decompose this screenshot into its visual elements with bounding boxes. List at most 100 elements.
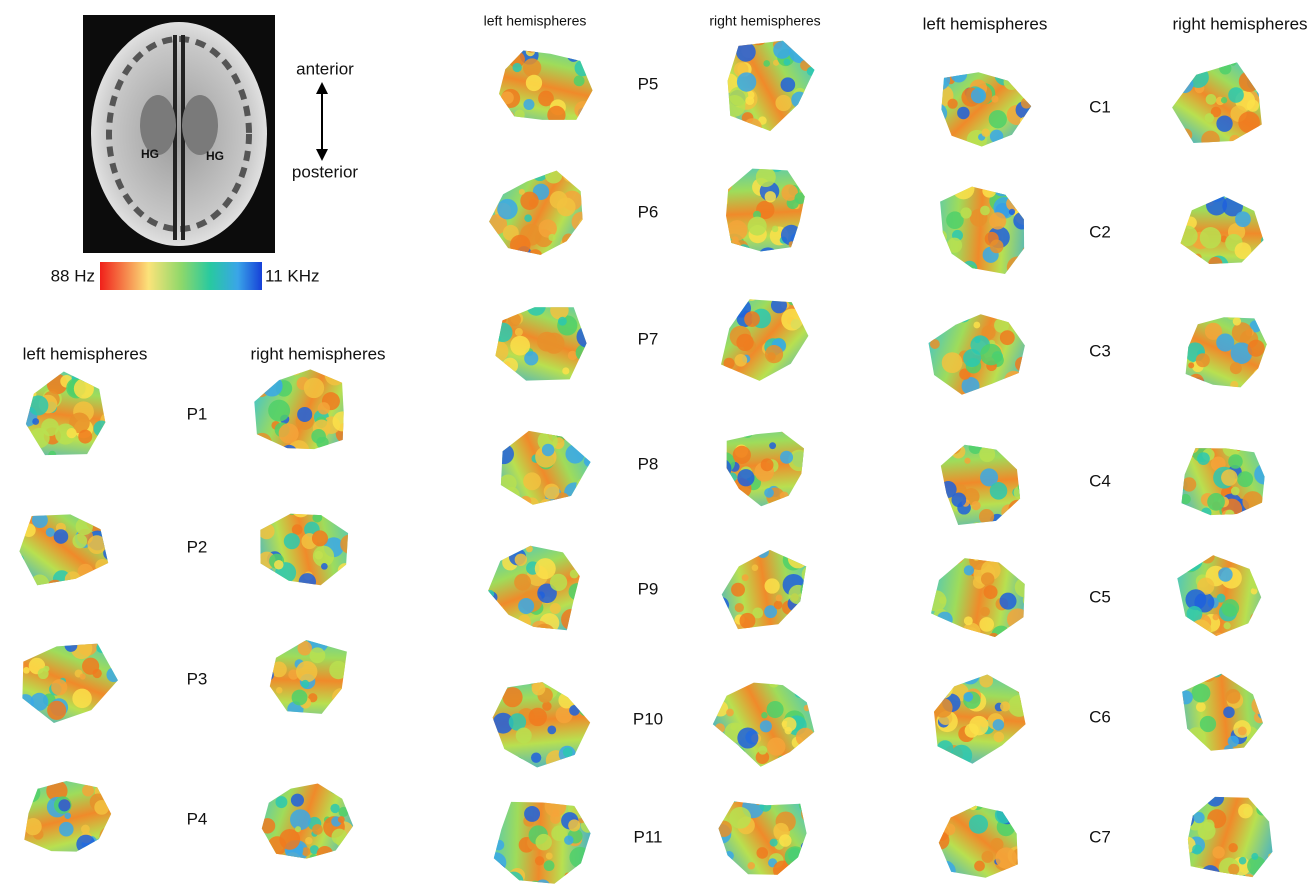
map-spot — [564, 835, 573, 844]
map-spot — [583, 129, 591, 137]
map-spot — [507, 155, 523, 171]
map-spot — [1251, 853, 1258, 860]
map-spot — [1266, 332, 1284, 350]
map-spot — [984, 392, 996, 404]
map-spot — [1212, 846, 1224, 858]
map-spot — [1213, 182, 1221, 190]
map-spot — [283, 454, 289, 460]
map-spot — [32, 512, 48, 528]
map-spot — [526, 153, 546, 173]
map-spot — [1013, 443, 1021, 451]
map-spot — [97, 575, 106, 584]
map-spot — [1007, 608, 1029, 630]
map-spot — [486, 863, 506, 883]
map-spot — [728, 289, 738, 299]
hemisphere-map — [922, 293, 1037, 409]
map-spot — [732, 747, 745, 760]
map-spot — [536, 33, 555, 52]
map-spot — [1258, 609, 1268, 619]
map-spot — [1172, 727, 1190, 745]
map-spot — [929, 805, 948, 824]
map-spot — [510, 235, 531, 256]
map-spot — [584, 112, 593, 121]
map-spot — [1016, 502, 1031, 517]
map-spot — [508, 120, 523, 135]
map-spot — [576, 42, 587, 53]
map-spot — [979, 674, 993, 688]
map-spot — [88, 570, 106, 588]
map-spot — [1216, 116, 1232, 132]
map-base — [1167, 780, 1282, 895]
map-spot — [281, 718, 298, 735]
map-spot — [1234, 423, 1252, 441]
map-spot — [340, 535, 359, 554]
map-spot — [741, 630, 751, 640]
hemisphere-map — [1167, 173, 1282, 291]
map-spot — [1170, 847, 1185, 862]
map-spot — [781, 309, 803, 331]
map-spot — [318, 402, 330, 414]
map-spot — [1002, 753, 1021, 772]
map-spot — [301, 680, 309, 688]
map-spot — [512, 63, 521, 72]
map-spot — [562, 166, 578, 182]
map-spot — [312, 824, 323, 835]
map-spot — [59, 822, 74, 837]
map-spot — [506, 50, 515, 59]
map-spot — [956, 308, 971, 323]
map-spot — [567, 158, 583, 174]
row-label: P4 — [187, 809, 208, 828]
map-spot — [494, 31, 509, 46]
map-spot — [92, 504, 112, 524]
map-spot — [575, 880, 588, 893]
map-spot — [576, 241, 596, 261]
map-spot — [1217, 755, 1236, 774]
map-spot — [569, 847, 590, 868]
hemisphere-map — [247, 622, 362, 737]
map-spot — [502, 687, 522, 707]
map-spot — [935, 802, 946, 813]
map-spot — [736, 412, 754, 430]
map-spot — [20, 642, 29, 651]
map-spot — [1242, 491, 1263, 512]
map-spot — [735, 354, 748, 367]
map-spot — [64, 812, 71, 819]
map-spot — [989, 212, 1006, 229]
hemisphere-map — [1167, 293, 1286, 410]
map-spot — [1198, 822, 1216, 840]
hemisphere-map — [707, 659, 822, 778]
map-spot — [1200, 227, 1221, 248]
map-spot — [785, 846, 806, 867]
map-spot — [261, 375, 282, 396]
map-spot — [950, 550, 964, 564]
map-spot — [48, 451, 56, 459]
map-spot — [780, 491, 789, 500]
map-spot — [532, 166, 547, 181]
hemisphere-map — [1167, 660, 1282, 775]
hemisphere-map — [482, 282, 598, 397]
row-label: C5 — [1089, 587, 1111, 606]
hemisphere-map — [482, 153, 597, 271]
map-spot — [496, 290, 503, 297]
row-label: P10 — [633, 709, 663, 728]
map-spot — [41, 723, 56, 738]
map-spot — [309, 854, 317, 862]
map-spot — [321, 489, 340, 508]
map-spot — [766, 785, 787, 806]
map-spot — [721, 367, 733, 379]
map-spot — [942, 352, 963, 373]
map-spot — [497, 284, 512, 299]
hemisphere-map — [245, 759, 363, 877]
map-spot — [1019, 59, 1037, 77]
map-spot — [1176, 243, 1185, 252]
figure: HG HG anterior posterior 88 Hz 11 KHz le… — [0, 0, 1311, 895]
map-spot — [789, 241, 795, 247]
mri-brain — [91, 22, 267, 246]
map-spot — [1000, 701, 1010, 711]
map-spot — [1228, 843, 1237, 852]
map-spot — [998, 436, 1015, 453]
map-spot — [927, 103, 947, 123]
map-spot — [976, 543, 993, 560]
map-spot — [1232, 322, 1252, 342]
map-spot — [504, 506, 516, 518]
